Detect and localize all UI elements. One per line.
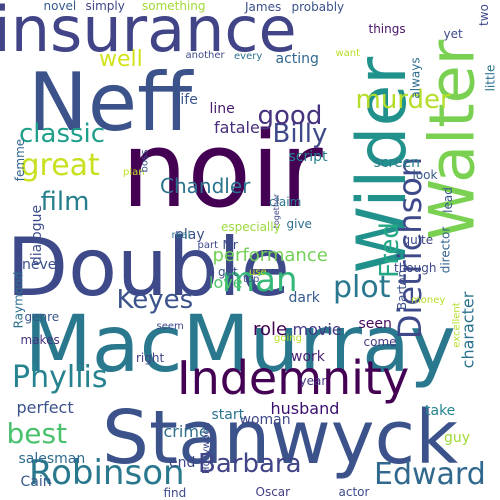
word-cloud-word: husband bbox=[270, 399, 340, 418]
word-cloud-word: Barbara bbox=[198, 449, 302, 479]
word-cloud-word: good bbox=[257, 101, 323, 131]
word-cloud-word: great bbox=[20, 148, 100, 183]
word-cloud-word: Cain bbox=[20, 474, 52, 490]
word-cloud-word: end bbox=[169, 455, 196, 471]
word-cloud-word: life bbox=[176, 92, 198, 108]
word-cloud-word: performance bbox=[212, 245, 328, 266]
word-cloud-word: especially bbox=[221, 220, 281, 234]
word-cloud-word: seem bbox=[156, 321, 184, 332]
word-cloud-word: classic bbox=[19, 119, 106, 149]
word-cloud-word: Chandler bbox=[160, 174, 251, 198]
word-cloud-word: play bbox=[175, 227, 205, 243]
word-cloud-word: money bbox=[411, 295, 446, 306]
word-cloud-word: script bbox=[288, 149, 328, 165]
word-cloud-word: something bbox=[142, 0, 206, 13]
word-cloud-word: take bbox=[425, 403, 456, 419]
word-cloud-word: acting bbox=[275, 51, 319, 67]
word-cloud-word: Robinson bbox=[29, 453, 185, 493]
word-cloud-word: simply bbox=[85, 0, 125, 13]
word-cloud-word: start bbox=[211, 407, 245, 423]
word-cloud-word: genre bbox=[24, 310, 60, 324]
word-cloud-word: murder bbox=[355, 85, 451, 115]
word-cloud-word: Oscar bbox=[255, 485, 291, 499]
word-cloud-word: James bbox=[245, 0, 282, 14]
word-cloud-word: guy bbox=[444, 430, 471, 446]
word-cloud-word: director bbox=[437, 226, 452, 274]
word-cloud-word: Keyes bbox=[116, 285, 194, 315]
word-cloud-word: film bbox=[40, 187, 90, 217]
word-cloud-word: want bbox=[335, 48, 361, 59]
word-cloud-word: little bbox=[482, 64, 497, 92]
word-cloud-word: Stanwyck bbox=[102, 395, 459, 481]
word-cloud-word: insurance bbox=[0, 0, 297, 66]
word-cloud-word: dark bbox=[288, 290, 320, 306]
word-cloud-word: Edward bbox=[374, 457, 486, 492]
word-cloud-word: perfect bbox=[16, 398, 74, 417]
word-cloud-word: come bbox=[363, 335, 397, 349]
word-cloud-word: crime bbox=[163, 422, 209, 441]
word-cloud-word: MacMurray bbox=[24, 300, 456, 390]
word-cloud-word: probably bbox=[291, 0, 345, 14]
word-cloud-word: boss bbox=[138, 149, 150, 173]
word-cloud-word: real bbox=[171, 230, 191, 241]
word-cloud-word: use bbox=[249, 267, 267, 278]
word-cloud-word: every bbox=[234, 51, 263, 62]
word-cloud-word: makes bbox=[20, 333, 60, 347]
word-cloud-word: Barton bbox=[395, 269, 410, 311]
word-cloud-word: Billy bbox=[272, 119, 328, 149]
word-cloud-word: noir bbox=[121, 109, 323, 231]
word-cloud-word: best bbox=[6, 417, 68, 450]
word-cloud-word: claim bbox=[269, 195, 302, 209]
word-cloud-word: Double bbox=[6, 221, 290, 314]
word-cloud-word: excellent bbox=[451, 302, 463, 348]
word-cloud-word: line bbox=[209, 101, 235, 117]
word-cloud-word: going bbox=[274, 333, 302, 344]
word-cloud-word: work bbox=[291, 349, 325, 365]
word-cloud-word: things bbox=[368, 22, 406, 36]
word-cloud-word: seen bbox=[358, 316, 392, 332]
word-cloud-word: Raymond bbox=[10, 271, 25, 329]
word-cloud-word: give bbox=[286, 217, 312, 231]
word-cloud-word: got bbox=[218, 265, 238, 279]
word-cloud-word: never bbox=[22, 257, 63, 273]
word-cloud-word: novel bbox=[43, 0, 77, 13]
word-cloud-word: woman bbox=[239, 412, 291, 428]
word-cloud-word: man bbox=[222, 260, 298, 300]
word-cloud-word: plan bbox=[123, 167, 145, 178]
word-cloud-word: Hollywood bbox=[200, 422, 212, 474]
word-cloud-word: Neff bbox=[28, 56, 193, 149]
word-cloud-word: lead bbox=[440, 187, 455, 213]
word-cloud-word: quite bbox=[402, 233, 434, 247]
word-cloud-word: salesman bbox=[18, 451, 86, 467]
word-cloud-word: two bbox=[476, 4, 491, 26]
word-cloud-word: love bbox=[209, 273, 243, 292]
word-cloud-word: fatale bbox=[214, 118, 260, 137]
word-cloud-word: Phyllis bbox=[12, 360, 108, 395]
word-cloud-word: actor bbox=[338, 485, 370, 499]
word-cloud-word: plot bbox=[333, 270, 391, 305]
word-cloud-word: look bbox=[412, 168, 438, 182]
word-cloud-word: yet bbox=[443, 27, 463, 41]
word-cloud-word: Indemnity bbox=[177, 351, 410, 405]
word-cloud-word: find bbox=[163, 486, 187, 500]
word-cloud-word: right bbox=[136, 351, 165, 365]
word-cloud-word: Mr bbox=[222, 238, 238, 252]
word-cloud-word: part bbox=[197, 240, 219, 251]
word-cloud-word: another bbox=[185, 50, 225, 61]
word-cloud-word: movie bbox=[292, 320, 342, 339]
word-cloud-word: always bbox=[408, 57, 423, 99]
word-cloud-word: femme bbox=[13, 138, 28, 182]
word-cloud-word: role bbox=[253, 319, 288, 340]
word-cloud-word: well bbox=[99, 47, 143, 72]
word-cloud-word: though bbox=[394, 261, 437, 275]
word-cloud-word: screen bbox=[373, 155, 421, 171]
word-cloud-word: year bbox=[299, 374, 327, 388]
word-cloud-word: top bbox=[243, 274, 260, 285]
